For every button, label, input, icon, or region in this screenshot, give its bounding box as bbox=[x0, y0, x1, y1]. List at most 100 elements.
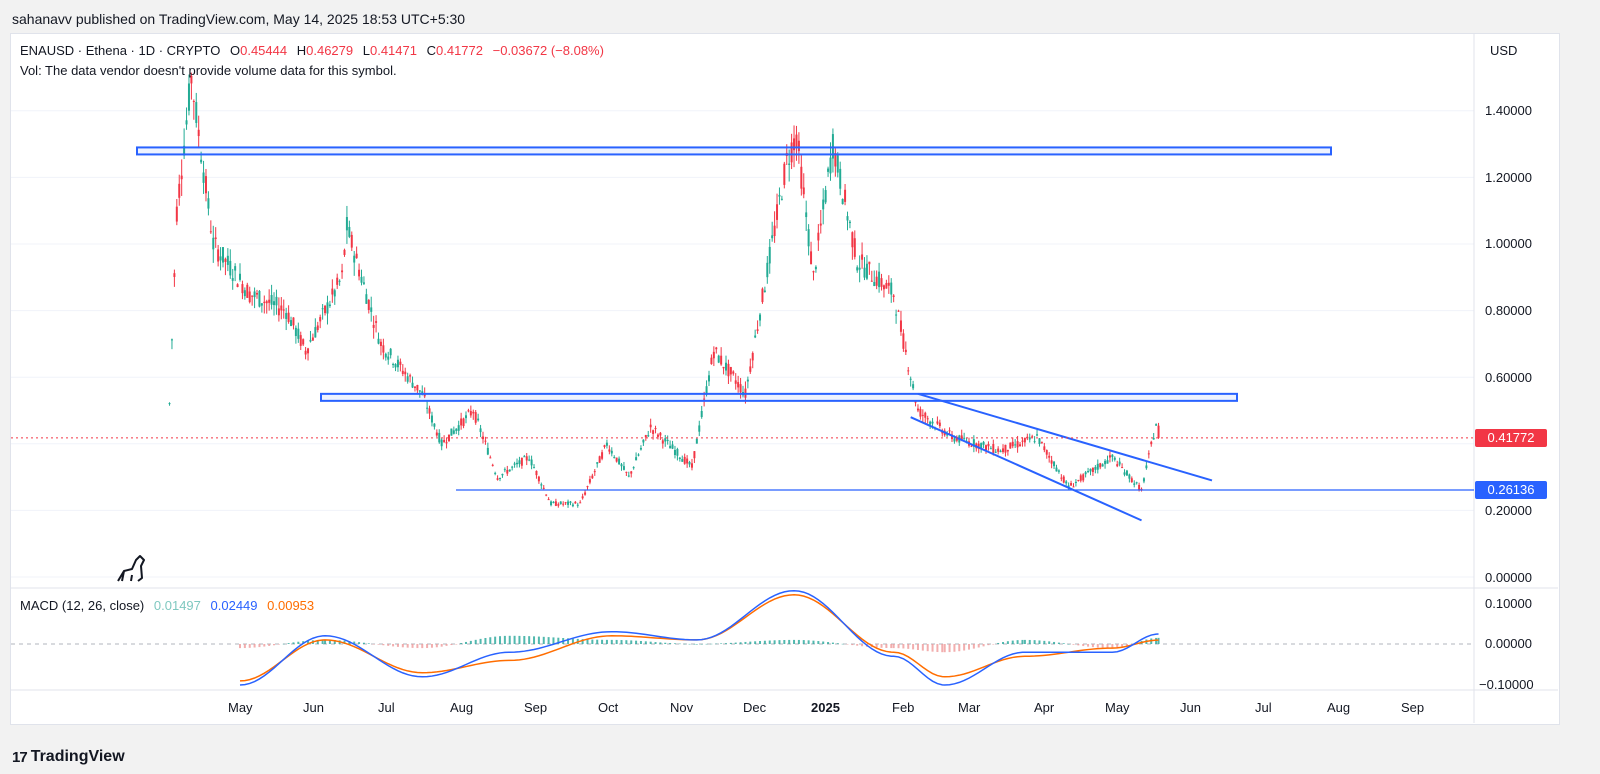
macd-histogram-bar bbox=[992, 644, 995, 645]
symbol-label[interactable]: ENAUSD · Ethena · 1D · CRYPTO bbox=[20, 43, 221, 58]
candle-body bbox=[610, 450, 613, 454]
candle-body bbox=[462, 418, 465, 427]
candle-body bbox=[768, 246, 771, 264]
candle-body bbox=[268, 299, 271, 303]
candle-body bbox=[722, 366, 725, 369]
candle-body bbox=[644, 435, 647, 438]
candle-body bbox=[637, 454, 640, 456]
macd-histogram-bar bbox=[1072, 644, 1075, 645]
macd-histogram-bar bbox=[963, 644, 966, 651]
candle-body bbox=[664, 438, 667, 442]
macd-histogram-bar bbox=[644, 641, 647, 644]
candle-body bbox=[567, 501, 570, 505]
candle-body bbox=[309, 339, 312, 342]
time-tick: Aug bbox=[1327, 700, 1351, 715]
candle-body bbox=[661, 440, 664, 444]
candle-body bbox=[746, 379, 749, 382]
candle-body bbox=[219, 256, 222, 261]
candle-body bbox=[625, 471, 628, 473]
candle-body bbox=[292, 317, 295, 326]
ohlc-legend: ENAUSD · Ethena · 1D · CRYPTO O0.45444 H… bbox=[20, 43, 604, 58]
support-price-label: 0.26136 bbox=[1475, 481, 1547, 499]
candle-body bbox=[890, 282, 893, 295]
macd-histogram-bar bbox=[1057, 642, 1060, 644]
candle-body bbox=[780, 198, 783, 200]
candle-body bbox=[916, 408, 919, 411]
candle-body bbox=[671, 444, 674, 449]
candle-body bbox=[955, 438, 958, 441]
candle-body bbox=[749, 366, 752, 372]
candle-body bbox=[1072, 486, 1075, 488]
candle-body bbox=[486, 447, 489, 455]
candle-body bbox=[1062, 476, 1065, 483]
candle-body bbox=[997, 448, 1000, 452]
macd-histogram-bar bbox=[253, 644, 256, 648]
candle-body bbox=[982, 441, 985, 445]
macd-title[interactable]: MACD (12, 26, close) bbox=[20, 598, 145, 613]
candle-body bbox=[829, 157, 832, 174]
candle-body bbox=[394, 364, 397, 368]
currency-label[interactable]: USD bbox=[1490, 43, 1518, 58]
candle-body bbox=[217, 249, 220, 262]
macd-histogram-bar bbox=[1130, 644, 1133, 645]
candle-body bbox=[389, 348, 392, 356]
candle-body bbox=[482, 436, 484, 440]
candle-body bbox=[535, 470, 538, 476]
macd-histogram-bar bbox=[734, 642, 737, 644]
candle-body bbox=[1121, 467, 1124, 469]
candle-body bbox=[331, 288, 334, 295]
macd-histogram-bar bbox=[836, 643, 839, 644]
candle-body bbox=[805, 212, 808, 218]
macd-histogram-bar bbox=[328, 639, 331, 644]
candle-body bbox=[693, 451, 696, 459]
time-tick-year: 2025 bbox=[811, 700, 840, 715]
candle-body bbox=[666, 439, 669, 441]
candle-body bbox=[836, 155, 839, 173]
candle-body bbox=[1028, 437, 1031, 440]
price-tick: 1.20000 bbox=[1485, 170, 1532, 185]
candle-body bbox=[1152, 437, 1155, 440]
macd-histogram-bar bbox=[1087, 644, 1090, 647]
candle-body bbox=[989, 448, 992, 450]
candle-body bbox=[686, 458, 689, 464]
candle-body bbox=[1070, 483, 1073, 486]
macd-histogram-bar bbox=[591, 639, 594, 644]
candle-body bbox=[766, 262, 769, 278]
macd-histogram-bar bbox=[841, 643, 844, 645]
candle-body bbox=[690, 463, 693, 468]
candle-body bbox=[963, 437, 966, 439]
time-tick: Sep bbox=[524, 700, 548, 715]
candle-body bbox=[564, 502, 567, 504]
candle-body bbox=[399, 361, 402, 365]
macd-histogram-bar bbox=[926, 644, 929, 652]
candle-body bbox=[586, 486, 589, 488]
candle-body bbox=[545, 494, 548, 496]
candle-body bbox=[200, 159, 203, 163]
candle-body bbox=[533, 467, 536, 469]
time-tick: Jul bbox=[1255, 700, 1272, 715]
macd-histogram-bar bbox=[1062, 643, 1065, 644]
candle-body bbox=[980, 443, 983, 450]
candle-body bbox=[302, 339, 305, 345]
macd-histogram-bar bbox=[635, 640, 638, 644]
macd-histogram-bar bbox=[778, 640, 781, 644]
candle-body bbox=[472, 411, 475, 414]
candle-body bbox=[882, 285, 885, 290]
candle-body bbox=[831, 134, 834, 159]
candle-body bbox=[856, 267, 859, 271]
price-tick: 0.00000 bbox=[1485, 570, 1532, 585]
time-tick: Nov bbox=[670, 700, 694, 715]
macd-signal-value: 0.00953 bbox=[267, 598, 315, 613]
candle-body bbox=[953, 438, 956, 442]
time-tick: Dec bbox=[743, 700, 767, 715]
macd-histogram-bar bbox=[729, 642, 732, 644]
candle-body bbox=[1038, 438, 1041, 444]
macd-histogram-bar bbox=[1091, 644, 1094, 648]
candle-body bbox=[1089, 468, 1092, 472]
candle-body bbox=[800, 166, 803, 189]
macd-histogram-bar bbox=[430, 644, 433, 648]
candle-body bbox=[807, 229, 810, 247]
candle-body bbox=[450, 428, 453, 436]
tradingview-footer[interactable]: 17 TradingView bbox=[12, 748, 125, 766]
